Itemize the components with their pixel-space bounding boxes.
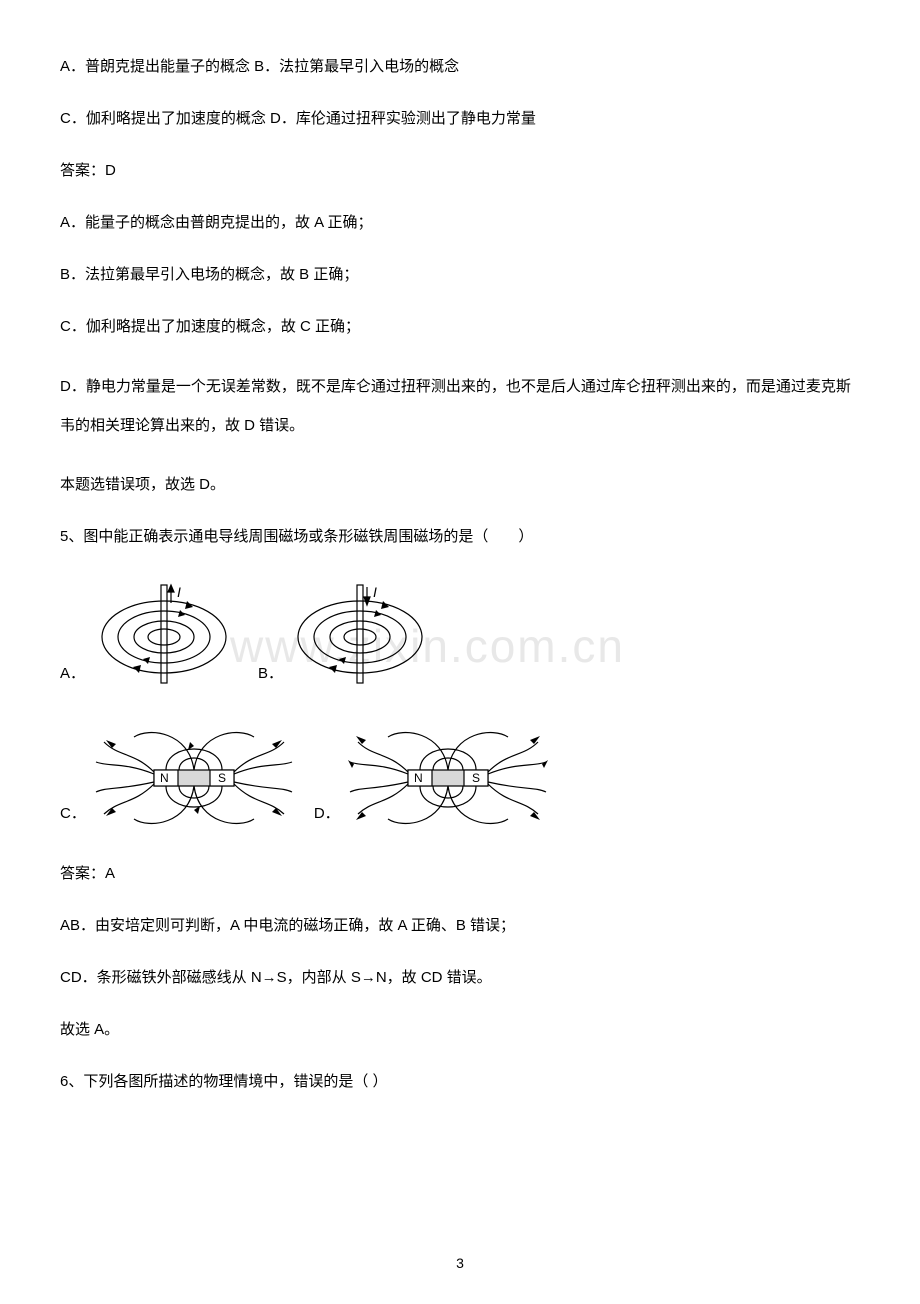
label-b: B． — [258, 662, 283, 686]
svg-text:S: S — [218, 771, 226, 785]
question-6: 6、下列各图所描述的物理情境中，错误的是（ ） — [60, 1070, 860, 1094]
explanation-ab: AB．由安培定则可判断，A 中电流的磁场正确，故 A 正确、B 错误； — [60, 914, 860, 938]
label-d: D． — [314, 802, 340, 826]
label-a: A． — [60, 662, 85, 686]
diagram-d: N S — [348, 722, 548, 832]
label-c: C． — [60, 802, 86, 826]
explanation-d: D．静电力常量是一个无误差常数，既不是库仑通过扭秤测出来的，也不是后人通过库仑扭… — [60, 367, 860, 445]
explanation-b: B．法拉第最早引入电场的概念，故 B 正确； — [60, 263, 860, 287]
question-5: 5、图中能正确表示通电导线周围磁场或条形磁铁周围磁场的是（ ） — [60, 525, 860, 549]
svg-text:S: S — [472, 771, 480, 785]
answer-label: 答案：D — [60, 159, 860, 183]
paragraph-options-cd: C．伽利略提出了加速度的概念 D．库伦通过扭秤实验测出了静电力常量 — [60, 107, 860, 131]
diagram-c: N S — [94, 722, 294, 832]
svg-text:I: I — [373, 584, 377, 600]
page-number: 3 — [456, 1252, 464, 1274]
diagram-a: I — [93, 577, 238, 692]
diagram-row-2: C． N S — [60, 722, 860, 832]
paragraph-options-ab: A．普朗克提出能量子的概念 B．法拉第最早引入电场的概念 — [60, 55, 860, 79]
explanation-cd: CD．条形磁铁外部磁感线从 N→S，内部从 S→N，故 CD 错误。 — [60, 966, 860, 990]
explanation-a: A．能量子的概念由普朗克提出的，故 A 正确； — [60, 211, 860, 235]
answer-5: 答案：A — [60, 862, 860, 886]
svg-text:N: N — [160, 771, 169, 785]
diagram-row-1: A． I B． — [60, 577, 860, 692]
diagram-b: I — [291, 577, 436, 692]
svg-text:I: I — [177, 584, 181, 600]
explanation-c: C．伽利略提出了加速度的概念，故 C 正确； — [60, 315, 860, 339]
conclusion-5: 故选 A。 — [60, 1018, 860, 1042]
svg-text:N: N — [414, 771, 423, 785]
conclusion-1: 本题选错误项，故选 D。 — [60, 473, 860, 497]
